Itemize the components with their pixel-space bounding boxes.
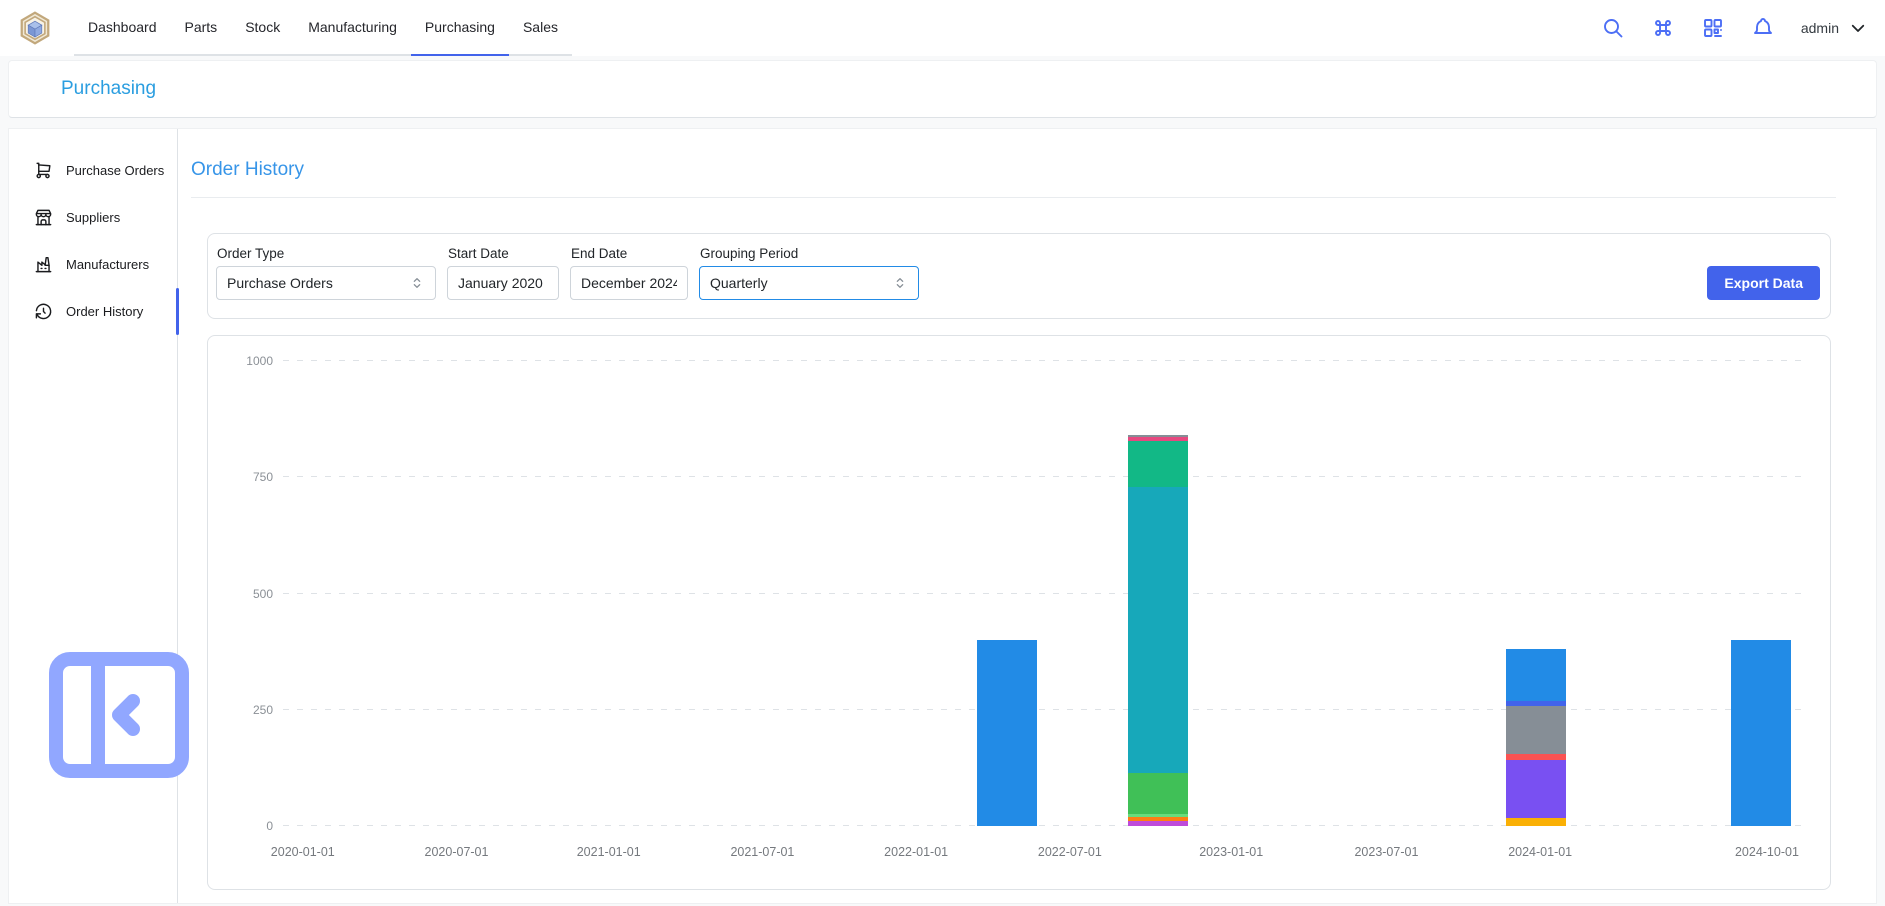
export-wrap: Export Data	[1707, 244, 1820, 300]
bar-segment[interactable]	[1128, 821, 1189, 826]
bar-segment[interactable]	[1505, 753, 1566, 760]
user-name: admin	[1800, 20, 1839, 36]
nav-tabs: Dashboard Parts Stock Manufacturing Purchasi…	[74, 0, 572, 56]
order-type-label: Order Type	[217, 246, 285, 261]
gridline-0	[283, 825, 1805, 826]
grouping-period-select[interactable]: Quarterly	[699, 266, 919, 300]
sidebar-item-order-history[interactable]: Order History	[9, 288, 179, 335]
gridline-250	[283, 708, 1805, 710]
main-area: Order History Order Type Purchase Orders…	[178, 129, 1876, 903]
section-heading: Order History	[191, 159, 304, 180]
heading-divider	[191, 197, 1836, 198]
nav-tab-sales[interactable]: Sales	[522, 19, 558, 35]
bar-segment[interactable]	[1128, 436, 1189, 441]
gridline-750	[283, 476, 1805, 478]
sidebar-item-label: Order History	[66, 304, 144, 319]
page-header: Purchasing	[8, 60, 1877, 118]
nav-tab-stock[interactable]: Stock	[245, 19, 281, 35]
gridline-500	[283, 592, 1805, 594]
chevron-down-icon	[1851, 24, 1865, 32]
stacked-bar-2022-04-01[interactable]	[977, 640, 1038, 826]
top-navbar: Dashboard Parts Stock Manufacturing Purchasi…	[0, 0, 1885, 56]
start-date-field: Start Date	[447, 244, 559, 300]
x-axis-label: 2021-01-01	[576, 845, 641, 859]
x-axis-label: 2020-01-01	[270, 845, 335, 859]
y-axis-label: 1000	[246, 354, 273, 368]
bar-segment[interactable]	[1128, 440, 1189, 488]
end-date-input[interactable]	[581, 275, 677, 291]
content-panel: Purchase Orders Suppliers Manufacturers Ord…	[8, 128, 1877, 904]
bar-segment[interactable]	[1128, 816, 1189, 822]
order-type-field: Order Type Purchase Orders	[216, 244, 436, 300]
search-icon[interactable]	[1601, 16, 1625, 40]
order-type-value: Purchase Orders	[227, 275, 333, 291]
sidebar: Purchase Orders Suppliers Manufacturers Ord…	[9, 129, 189, 903]
start-date-input[interactable]	[458, 275, 548, 291]
end-date-field: End Date	[570, 244, 688, 300]
gridline-1000	[283, 360, 1805, 361]
sidebar-item-label: Suppliers	[66, 210, 121, 225]
sidebar-item-label: Purchase Orders	[66, 163, 165, 178]
grouping-period-label: Grouping Period	[700, 246, 799, 261]
user-menu[interactable]: admin	[1801, 19, 1867, 37]
bar-segment[interactable]	[1128, 487, 1189, 774]
sidebar-item-purchase-orders[interactable]: Purchase Orders	[9, 151, 177, 190]
navbar-actions: admin	[1601, 16, 1867, 40]
x-axis-label: 2022-01-01	[884, 845, 949, 859]
stacked-bar-2024-10-01[interactable]	[1730, 640, 1791, 826]
y-axis-label: 500	[252, 586, 273, 601]
end-date-label: End Date	[571, 246, 628, 261]
grouping-period-field: Grouping Period Quarterly	[699, 244, 919, 300]
export-data-button[interactable]: Export Data	[1707, 266, 1820, 300]
grouping-period-value: Quarterly	[710, 275, 768, 291]
selector-icon	[896, 278, 904, 288]
stacked-bar-2022-10-01[interactable]	[1128, 434, 1189, 826]
factory-icon	[34, 255, 53, 274]
sidebar-item-manufacturers[interactable]: Manufacturers	[9, 245, 177, 284]
nav-tab-parts[interactable]: Parts	[184, 19, 218, 35]
order-type-select[interactable]: Purchase Orders	[216, 266, 436, 300]
selector-icon	[413, 278, 421, 288]
notifications-icon[interactable]	[1751, 16, 1775, 40]
shopping-cart-icon	[34, 161, 53, 180]
inventree-logo-icon[interactable]	[18, 11, 52, 45]
y-axis-label: 0	[266, 819, 273, 833]
bar-segment[interactable]	[1505, 760, 1566, 819]
nav-tab-purchasing[interactable]: Purchasing	[410, 0, 510, 56]
y-axis-label: 250	[252, 702, 273, 717]
nav-tab-manufacturing[interactable]: Manufacturing	[308, 19, 397, 35]
stacked-bar-2024-01-01[interactable]	[1505, 648, 1566, 826]
command-icon[interactable]	[1651, 16, 1675, 40]
x-axis-label: 2024-01-01	[1508, 845, 1573, 859]
x-axis-label: 2023-07-01	[1354, 845, 1419, 859]
sidebar-item-suppliers[interactable]: Suppliers	[9, 198, 177, 237]
chart-plot[interactable]: 0 250 500 750 1000 2020-01-01 2020-07-01 2021-0…	[246, 354, 1805, 859]
bar-segment[interactable]	[1730, 640, 1791, 826]
page-title: Purchasing	[61, 78, 157, 99]
x-axis-label: 2023-01-01	[1199, 845, 1264, 859]
bar-segment[interactable]	[977, 640, 1038, 826]
bar-segment[interactable]	[1505, 706, 1566, 754]
sidebar-item-label: Manufacturers	[66, 257, 150, 272]
x-axis-label: 2024-10-01	[1734, 845, 1799, 859]
storefront-icon	[34, 208, 53, 227]
bar-segment[interactable]	[1128, 773, 1189, 814]
bar-segment[interactable]	[1128, 813, 1189, 817]
bar-segment[interactable]	[1505, 700, 1566, 707]
bar-segment[interactable]	[1128, 434, 1189, 437]
bar-segment[interactable]	[1505, 648, 1566, 701]
x-axis-label: 2021-07-01	[730, 845, 795, 859]
nav-tab-dashboard[interactable]: Dashboard	[88, 19, 157, 35]
history-icon	[34, 302, 53, 321]
x-axis-label: 2022-07-01	[1037, 845, 1102, 859]
start-date-label: Start Date	[448, 246, 509, 261]
bar-segment[interactable]	[1505, 818, 1566, 826]
order-history-chart: 0 250 500 750 1000 2020-01-01 2020-07-01 2021-0…	[207, 335, 1831, 890]
qr-scan-icon[interactable]	[1701, 16, 1725, 40]
filter-toolbar: Order Type Purchase Orders Start Date En…	[207, 233, 1831, 319]
x-axis-label: 2020-07-01	[424, 845, 489, 859]
y-axis-label: 750	[252, 470, 273, 485]
